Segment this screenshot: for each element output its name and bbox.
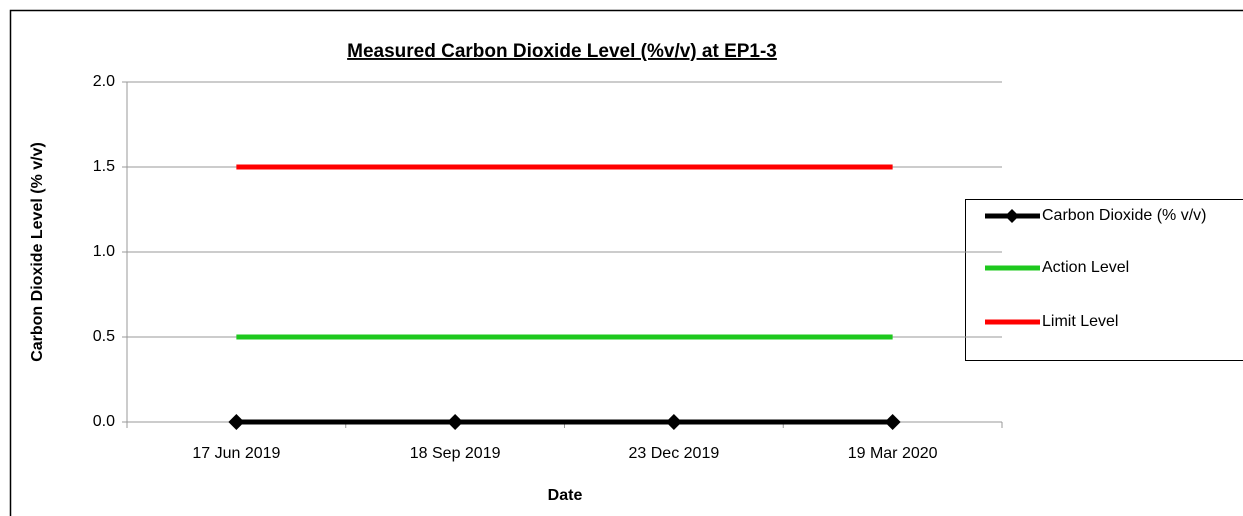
legend-label: Carbon Dioxide (% v/v) <box>1042 207 1207 224</box>
x-axis-label: Date <box>548 487 583 504</box>
data-point <box>884 414 901 430</box>
legend-marker <box>1005 209 1019 223</box>
y-tick-label: 1.5 <box>93 158 115 175</box>
x-tick-label: 19 Mar 2020 <box>848 445 938 462</box>
y-tick-label: 0.0 <box>93 413 115 430</box>
y-tick-label: 2.0 <box>93 73 115 90</box>
data-point <box>665 414 682 430</box>
y-tick-label: 0.5 <box>93 328 115 345</box>
y-axis-label: Carbon Dioxide Level (% v/v) <box>29 142 46 362</box>
legend-label: Action Level <box>1042 259 1130 276</box>
legend-label: Limit Level <box>1042 313 1119 330</box>
x-tick-label: 23 Dec 2019 <box>629 445 720 462</box>
data-point <box>447 414 464 430</box>
x-tick-label: 17 Jun 2019 <box>192 445 280 462</box>
y-tick-label: 1.0 <box>93 243 115 260</box>
x-tick-label: 18 Sep 2019 <box>410 445 501 462</box>
legend-box <box>965 199 1243 361</box>
data-point <box>228 414 245 430</box>
chart-title: Measured Carbon Dioxide Level (%v/v) at … <box>347 41 777 62</box>
